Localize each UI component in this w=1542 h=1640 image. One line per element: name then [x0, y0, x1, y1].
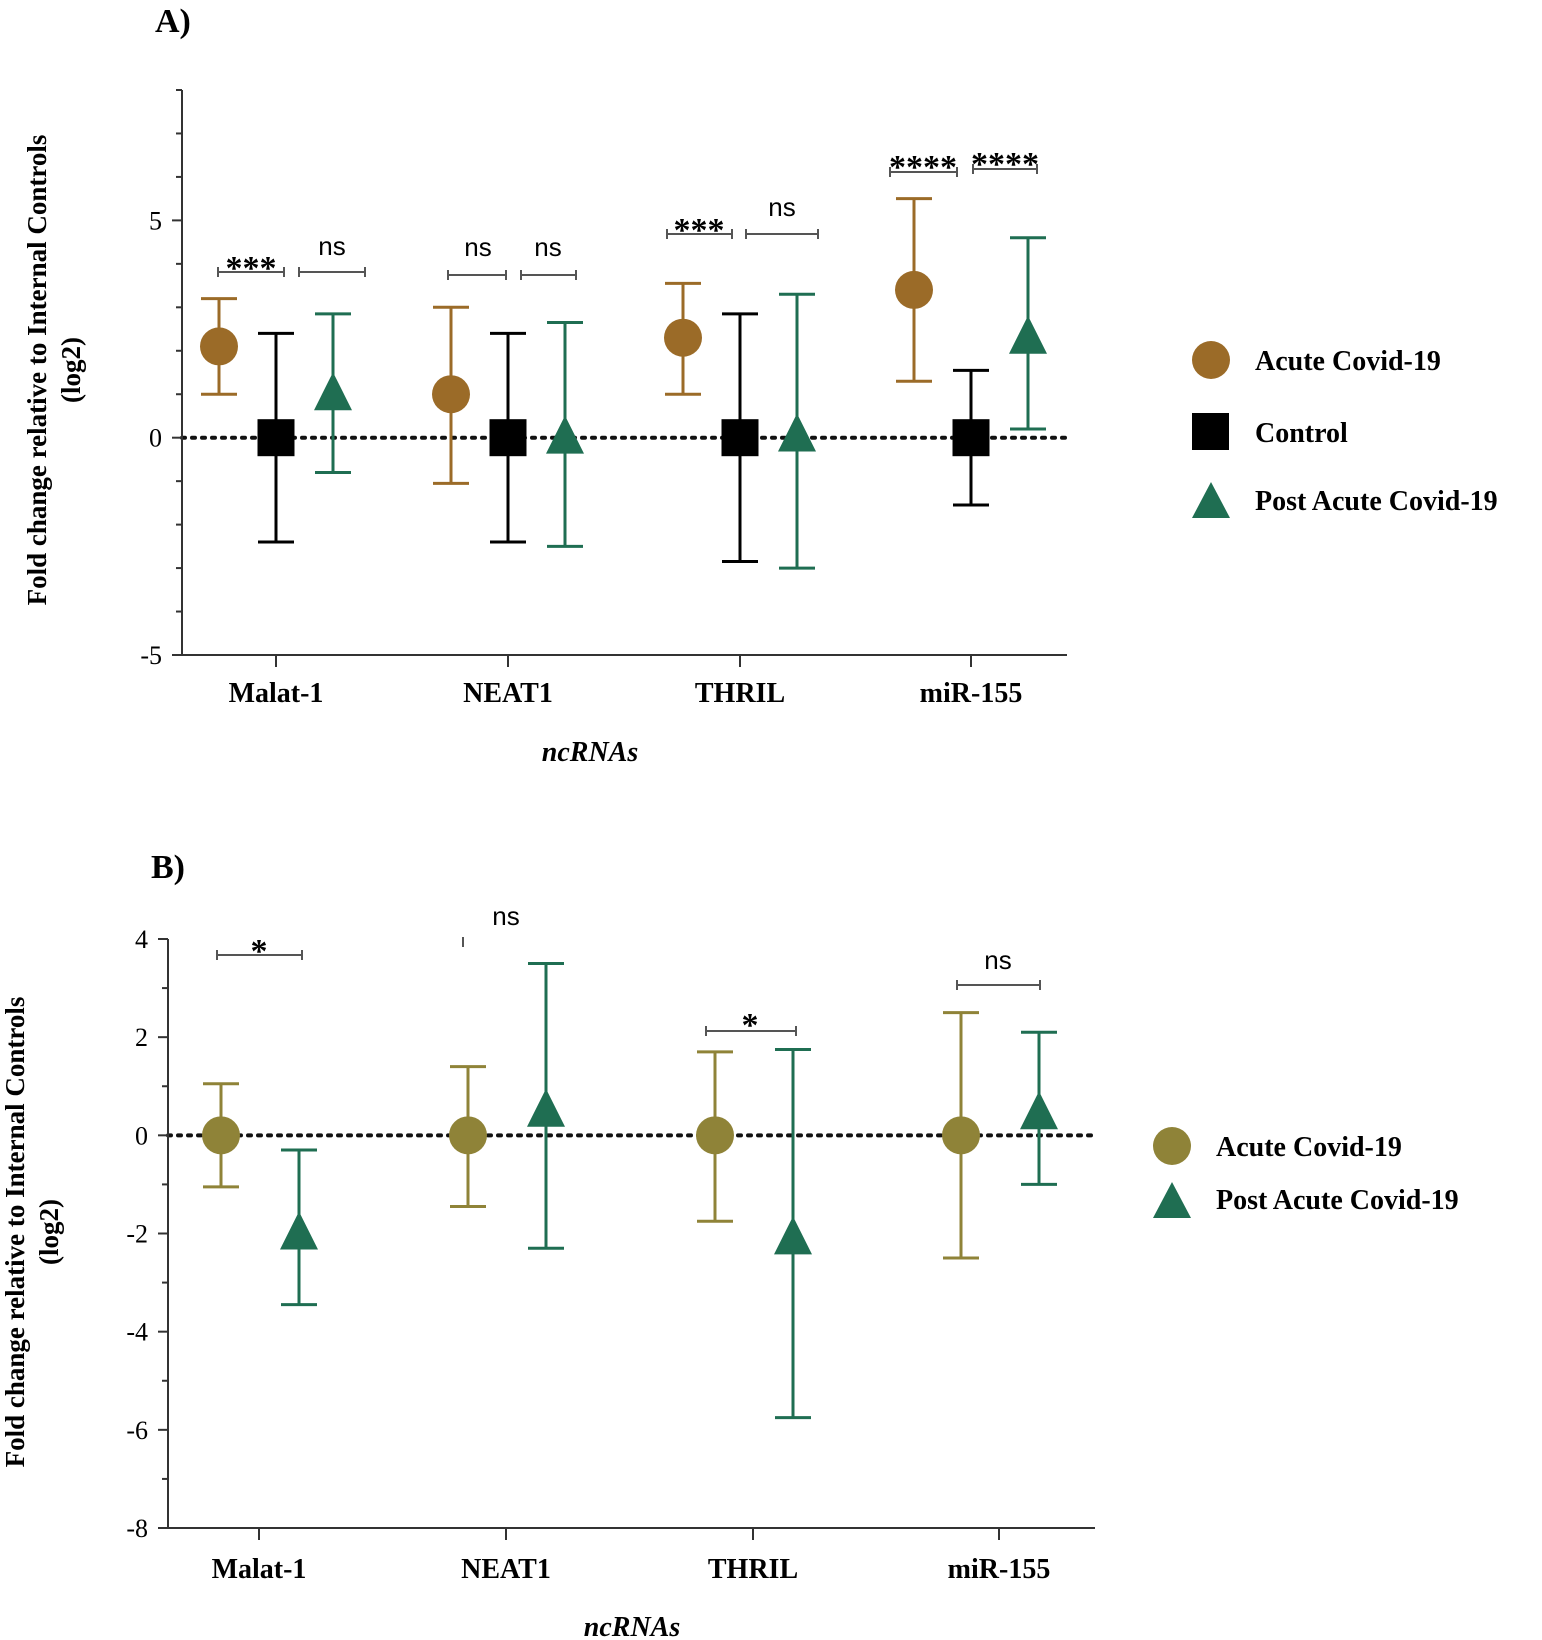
data-point-circle: [200, 327, 238, 366]
x-tick-label: NEAT1: [463, 678, 553, 709]
significance-label: ****: [971, 146, 1039, 183]
significance-label: ns: [768, 192, 795, 222]
significance-label: ns: [534, 232, 561, 262]
y-tick-label: -6: [126, 1416, 148, 1445]
significance-label: ns: [318, 231, 345, 261]
panel-a-label: A): [155, 3, 191, 40]
series-acute-covid-19: [202, 1011, 980, 1260]
y-tick-label: 0: [149, 424, 162, 453]
panel-a-y-axis-unit: (log2): [56, 337, 86, 403]
legend-item: Acute Covid-19: [1153, 1127, 1402, 1165]
panel-b-label: B): [151, 849, 185, 886]
x-tick-label: miR-155: [948, 1554, 1051, 1585]
y-tick-label: 5: [149, 206, 162, 235]
significance-label: ns: [984, 945, 1011, 975]
y-tick-label: 4: [135, 925, 148, 954]
data-point-circle: [664, 318, 702, 357]
panel-b-y-axis-title: Fold change relative to Internal Control…: [0, 997, 30, 1468]
legend-marker-circle: [1153, 1127, 1191, 1165]
panel-b-x-axis-title: ncRNAs: [584, 1612, 681, 1640]
legend-marker-circle: [1192, 341, 1230, 379]
data-point-circle: [202, 1116, 240, 1155]
legend-item: Control: [1192, 413, 1348, 450]
legend-marker-triangle: [1153, 1182, 1191, 1218]
data-point-circle: [432, 375, 470, 414]
x-tick-label: NEAT1: [461, 1554, 551, 1585]
legend-label: Post Acute Covid-19: [1255, 486, 1498, 517]
y-tick-label: 0: [135, 1121, 148, 1150]
data-point-triangle: [1009, 315, 1047, 354]
legend-label: Acute Covid-19: [1216, 1132, 1402, 1163]
legend-label: Post Acute Covid-19: [1216, 1185, 1459, 1216]
data-point-circle: [449, 1116, 487, 1155]
legend-item: Acute Covid-19: [1192, 341, 1441, 379]
panel-a-x-axis-title: ncRNAs: [542, 737, 639, 768]
legend-item: Post Acute Covid-19: [1192, 482, 1498, 518]
series-acute-covid-19: [200, 197, 933, 485]
series-control: [257, 312, 990, 564]
significance-label: ***: [226, 250, 277, 287]
data-point-circle: [942, 1116, 980, 1155]
series-post-acute-covid-19: [280, 962, 1058, 1420]
data-point-square: [952, 419, 990, 457]
y-tick-label: 2: [135, 1023, 148, 1052]
data-point-triangle: [774, 1216, 812, 1255]
x-tick-label: Malat-1: [229, 678, 324, 709]
y-tick-label: -8: [126, 1514, 148, 1543]
x-tick-label: miR-155: [920, 678, 1023, 709]
data-point-triangle: [1020, 1091, 1058, 1130]
y-tick-label: -4: [126, 1318, 148, 1347]
series-post-acute-covid-19: [314, 236, 1047, 570]
data-point-triangle: [778, 413, 816, 452]
legend-marker-square: [1192, 413, 1229, 450]
significance-label: *: [742, 1007, 759, 1044]
panel-a-legend: Acute Covid-19 Control Post Acute Covid-…: [1192, 341, 1498, 518]
data-point-triangle: [527, 1088, 565, 1127]
y-tick-label: -2: [126, 1220, 148, 1249]
panel-a-y-axis-title: Fold change relative to Internal Control…: [22, 135, 52, 606]
x-tick-label: THRIL: [695, 678, 785, 709]
significance-label: ***: [674, 212, 725, 249]
data-point-triangle: [546, 415, 584, 454]
x-tick-label: THRIL: [708, 1554, 798, 1585]
data-point-triangle: [314, 372, 352, 411]
significance-label: ns: [492, 901, 519, 931]
legend-label: Control: [1255, 418, 1348, 449]
y-tick-label: -5: [140, 641, 162, 670]
legend-item: Post Acute Covid-19: [1153, 1182, 1459, 1218]
legend-label: Acute Covid-19: [1255, 346, 1441, 377]
significance-label: *: [251, 933, 268, 970]
panel-b: B) Fold change relative to Internal Cont…: [0, 849, 1459, 1640]
data-point-circle: [696, 1116, 734, 1155]
panel-a: A) Fold change relative to Internal Cont…: [22, 3, 1498, 768]
x-tick-label: Malat-1: [212, 1554, 307, 1585]
panel-b-y-axis-unit: (log2): [34, 1199, 64, 1265]
data-point-square: [257, 419, 295, 457]
data-point-square: [721, 419, 759, 457]
significance-label: ****: [889, 149, 957, 186]
legend-marker-triangle: [1192, 482, 1230, 518]
data-point-circle: [895, 270, 933, 309]
data-point-triangle: [280, 1211, 318, 1250]
data-point-square: [489, 419, 527, 457]
significance-label: ns: [464, 232, 491, 262]
panel-b-legend: Acute Covid-19 Post Acute Covid-19: [1153, 1127, 1459, 1218]
